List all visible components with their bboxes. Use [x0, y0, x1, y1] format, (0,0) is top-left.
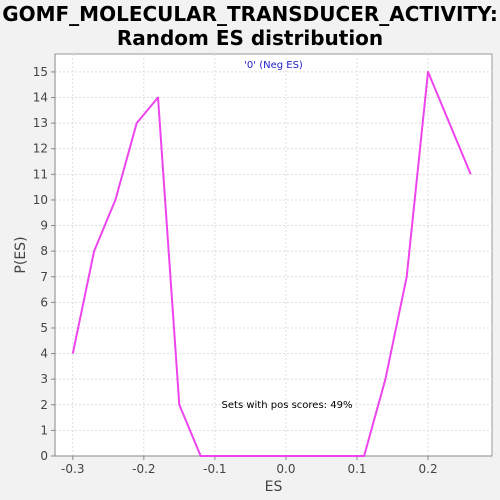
x-axis-label: ES — [265, 479, 283, 495]
y-tick-label: 0 — [40, 449, 48, 463]
y-tick-label: 12 — [33, 142, 48, 156]
x-tick-label: 0.2 — [419, 462, 438, 476]
x-tick-label: -0.1 — [203, 462, 226, 476]
chart-title-line-2: Random ES distribution — [116, 26, 384, 50]
y-tick-label: 7 — [40, 270, 48, 284]
annotation-pos-scores: Sets with pos scores: 49% — [222, 400, 353, 411]
series-line — [71, 70, 472, 457]
y-axis-label: P(ES) — [13, 236, 29, 273]
y-tick-label: 9 — [40, 219, 48, 233]
y-tick-label: 1 — [40, 423, 48, 437]
y-tick-label: 4 — [40, 347, 48, 361]
y-tick-label: 14 — [33, 91, 48, 105]
x-tick-label: 0.0 — [276, 462, 295, 476]
x-tick-label: -0.3 — [61, 462, 84, 476]
y-tick-label: 13 — [33, 116, 48, 130]
y-tick-label: 15 — [33, 65, 48, 79]
y-tick-label: 6 — [40, 295, 48, 309]
y-tick-label: 10 — [33, 193, 48, 207]
x-tick-label: 0.1 — [347, 462, 366, 476]
y-tick-label: 2 — [40, 398, 48, 412]
chart-title-line-1: GOMF_MOLECULAR_TRANSDUCER_ACTIVITY: — [2, 2, 498, 26]
y-tick-label: 3 — [40, 372, 48, 386]
legend-entry: '0' (Neg ES) — [244, 60, 303, 71]
plot-area — [54, 53, 493, 457]
y-tick-label: 11 — [33, 167, 48, 181]
y-tick-label: 5 — [40, 321, 48, 335]
x-tick-label: -0.2 — [132, 462, 155, 476]
y-tick-label: 8 — [40, 244, 48, 258]
